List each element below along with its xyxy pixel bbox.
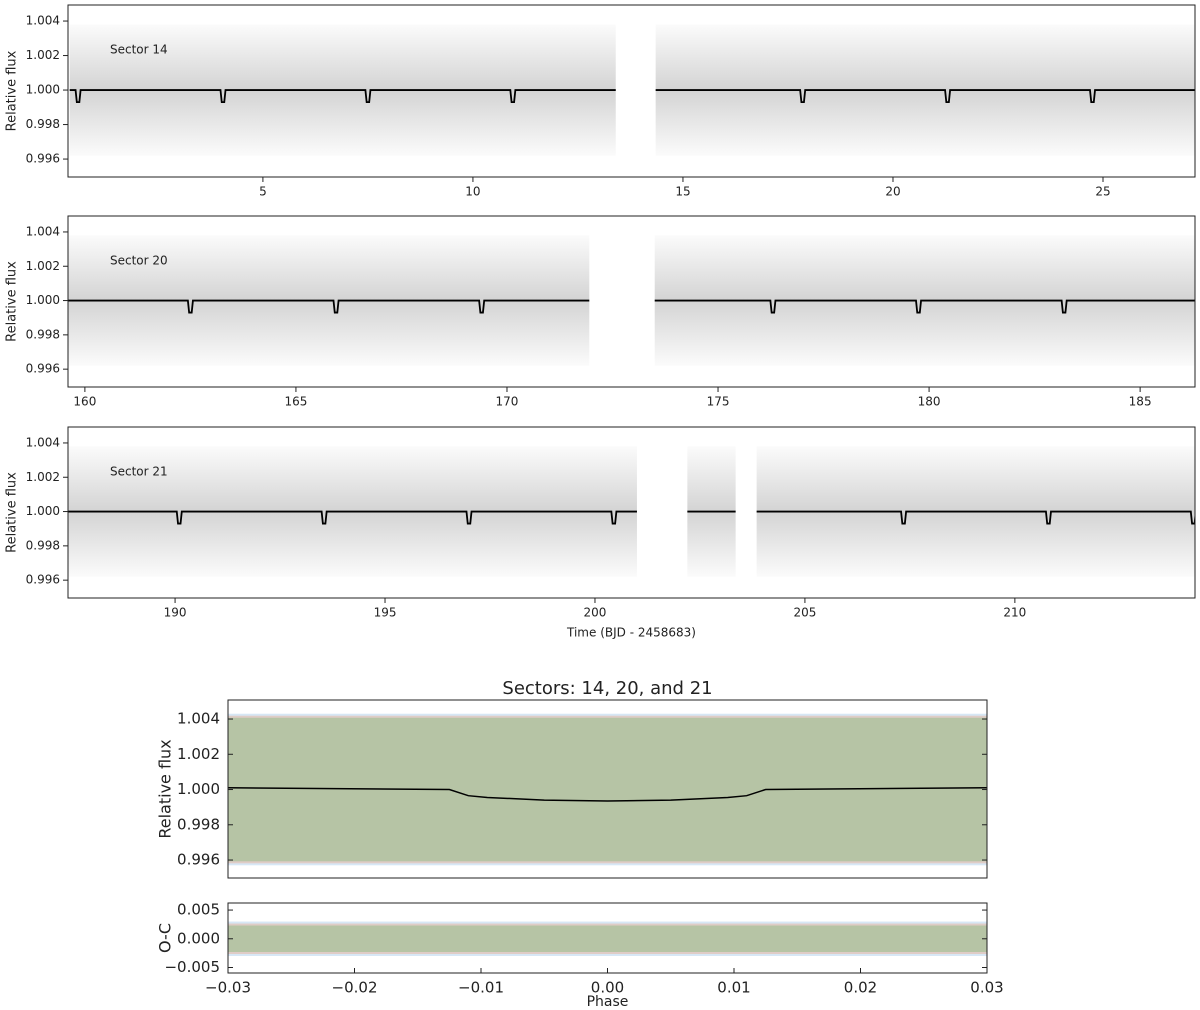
y-tick-label: 0.998: [26, 538, 60, 552]
x-tick-label: −0.03: [205, 979, 251, 997]
axes-frame: [67, 4, 1196, 178]
y-tick-label: 0.998: [177, 815, 220, 833]
x-tick-label: 0.00: [591, 979, 624, 997]
x-tick-label: 160: [73, 395, 96, 409]
y-tick-label: 1.004: [26, 224, 60, 238]
x-tick-label: 165: [284, 395, 307, 409]
y-tick-label: 1.002: [177, 745, 220, 763]
axes-frame: [67, 215, 1196, 388]
plot-area: [228, 921, 987, 957]
y-tick-label: 1.000: [26, 83, 60, 97]
plot-area: [228, 713, 987, 866]
transit-model: [68, 510, 637, 525]
x-tick-label: 0.03: [970, 979, 1003, 997]
sector-label: Sector 21: [110, 465, 168, 479]
x-tick-label: 170: [496, 395, 519, 409]
flux-scatter: [228, 713, 987, 866]
y-tick-label: 0.998: [26, 117, 60, 131]
chart-title: Sectors: 14, 20, and 21: [502, 678, 712, 699]
axes-frame: [67, 426, 1196, 599]
transit-model: [655, 89, 1195, 104]
flux-scatter: [228, 925, 987, 953]
sector-label: Sector 14: [110, 43, 168, 57]
y-tick-label: 1.000: [26, 504, 60, 518]
y-axis-label: O-C: [156, 923, 175, 953]
y-tick-label: 0.005: [177, 901, 220, 919]
y-tick-label: 0.000: [177, 929, 220, 947]
y-tick-label: 1.004: [26, 14, 60, 28]
x-axis-label: Phase: [587, 994, 629, 1010]
y-axis-label: Relative flux: [156, 739, 175, 838]
y-tick-label: 1.002: [26, 48, 60, 62]
y-axis-label: Relative flux: [5, 472, 20, 553]
x-tick-label: 190: [164, 606, 187, 620]
plot-area: [69, 24, 1195, 156]
y-tick-label: 0.996: [26, 573, 60, 587]
x-tick-label: 10: [465, 185, 480, 199]
y-axis-label: Relative flux: [5, 50, 20, 131]
y-tick-label: 1.004: [177, 710, 220, 728]
model-line: [228, 787, 987, 802]
x-tick-label: 20: [885, 185, 900, 199]
y-tick-label: −0.005: [164, 958, 220, 976]
y-tick-label: 1.004: [26, 435, 60, 449]
flux-scatter: [228, 921, 987, 957]
plot-area: [68, 446, 1195, 577]
x-tick-label: −0.02: [332, 979, 378, 997]
x-tick-label: 0.01: [717, 979, 750, 997]
x-tick-label: 25: [1095, 185, 1110, 199]
x-tick-label: 180: [918, 395, 941, 409]
flux-scatter: [228, 923, 987, 955]
x-tick-label: 205: [793, 606, 816, 620]
plot-area: [68, 235, 1195, 366]
y-tick-label: 0.998: [26, 327, 60, 341]
y-tick-label: 0.996: [177, 851, 220, 869]
transit-model: [654, 299, 1195, 314]
flux-scatter: [228, 715, 987, 864]
x-tick-label: 210: [1003, 606, 1026, 620]
x-tick-label: 175: [707, 395, 730, 409]
y-tick-label: 0.996: [26, 362, 60, 376]
x-tick-label: 15: [675, 185, 690, 199]
y-tick-label: 1.000: [177, 780, 220, 798]
x-tick-label: −0.01: [458, 979, 504, 997]
sector-label: Sector 20: [110, 254, 168, 268]
x-tick-label: 195: [374, 606, 397, 620]
x-tick-label: 5: [259, 185, 267, 199]
x-axis-label: Time (BJD - 2458683): [566, 626, 696, 640]
transit-model: [69, 89, 616, 104]
x-tick-label: 200: [584, 606, 607, 620]
flux-scatter: [228, 717, 987, 862]
axes-frame: [227, 699, 988, 879]
transit-model: [756, 510, 1195, 525]
y-tick-label: 1.002: [26, 259, 60, 273]
y-tick-label: 0.996: [26, 152, 60, 166]
x-tick-label: 0.02: [844, 979, 877, 997]
x-tick-label: 185: [1129, 395, 1152, 409]
transit-model: [68, 299, 590, 314]
y-tick-label: 1.000: [26, 293, 60, 307]
y-tick-label: 1.002: [26, 470, 60, 484]
y-axis-label: Relative flux: [5, 261, 20, 342]
